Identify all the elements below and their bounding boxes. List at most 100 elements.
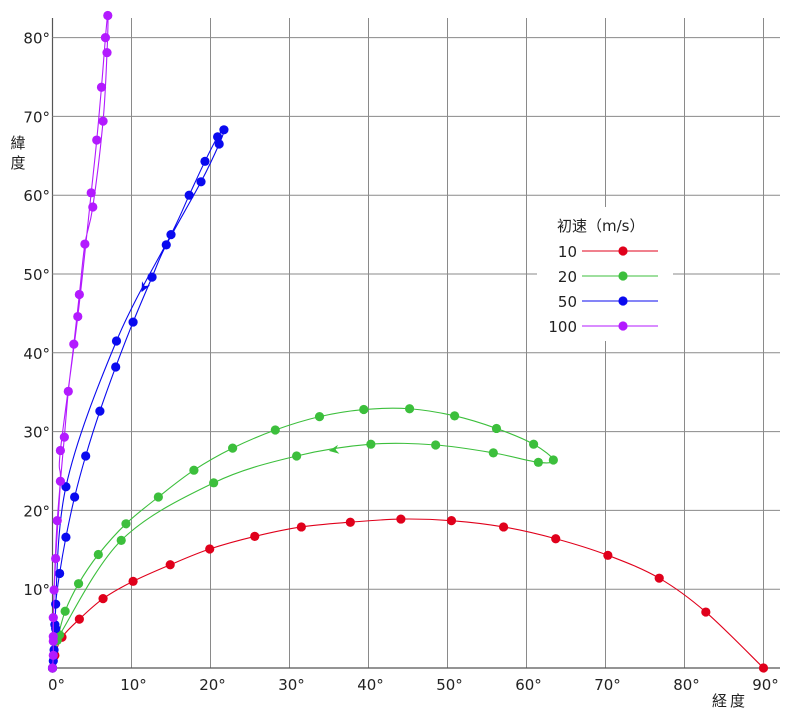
data-point xyxy=(55,445,65,456)
data-point xyxy=(366,439,376,449)
data-point xyxy=(102,47,112,58)
data-point xyxy=(292,451,302,461)
series-100 xyxy=(47,10,113,673)
data-point xyxy=(73,311,83,322)
data-point xyxy=(196,177,206,187)
data-point xyxy=(96,82,107,92)
data-point xyxy=(161,240,171,250)
data-point xyxy=(98,594,108,604)
data-point xyxy=(431,440,441,450)
data-point xyxy=(88,202,98,212)
data-point xyxy=(92,135,102,145)
legend-marker xyxy=(618,246,628,256)
series-layer xyxy=(47,10,769,673)
data-point xyxy=(147,272,157,282)
x-tick-label: 20° xyxy=(199,676,226,694)
legend-item-20: 20 xyxy=(558,268,658,286)
x-tick-label: 0° xyxy=(48,676,65,694)
data-point xyxy=(70,492,80,502)
data-point xyxy=(93,549,103,560)
data-point xyxy=(250,531,260,542)
y-tick-label: 30° xyxy=(23,424,50,442)
legend: 初速（m/s） 10 20 50 100 xyxy=(537,207,673,341)
data-point xyxy=(52,516,62,526)
series-line xyxy=(51,518,764,669)
legend-label: 20 xyxy=(558,268,577,286)
data-point xyxy=(345,517,355,527)
data-point xyxy=(86,188,96,198)
data-point xyxy=(359,404,369,415)
data-point xyxy=(314,412,325,422)
y-axis-label: 緯度 xyxy=(10,134,25,172)
direction-arrow-icon xyxy=(141,281,151,293)
grid xyxy=(51,18,780,669)
data-point xyxy=(200,156,210,166)
data-point xyxy=(396,514,406,524)
data-point xyxy=(548,455,558,465)
data-point xyxy=(55,476,65,486)
x-tick-label: 40° xyxy=(357,676,384,694)
data-point xyxy=(116,535,126,545)
legend-marker xyxy=(618,271,628,281)
y-tick-label: 10° xyxy=(23,581,50,599)
data-point xyxy=(63,386,73,397)
x-tick-label: 70° xyxy=(594,676,621,694)
y-tick-label: 60° xyxy=(23,187,50,205)
data-point xyxy=(103,10,113,21)
y-tick-label: 70° xyxy=(23,108,50,126)
data-point xyxy=(529,439,539,449)
data-point xyxy=(111,336,122,346)
data-point xyxy=(533,457,543,467)
data-point xyxy=(209,478,219,488)
data-point xyxy=(48,636,58,646)
series-20 xyxy=(47,404,558,673)
x-tick-labels: 0° 10° 20° 30° 40° 50° 60° 70° 80° 90° xyxy=(48,676,779,694)
x-tick-label: 80° xyxy=(673,676,700,694)
data-point xyxy=(488,448,498,458)
legend-item-10: 10 xyxy=(558,243,658,261)
data-point xyxy=(74,289,84,300)
data-point xyxy=(758,663,769,673)
data-point xyxy=(491,423,502,434)
legend-label: 100 xyxy=(548,318,577,336)
data-point xyxy=(184,190,194,200)
data-point xyxy=(446,516,457,526)
data-point xyxy=(270,425,280,435)
y-tick-label: 40° xyxy=(23,345,50,363)
data-point xyxy=(214,139,224,149)
data-point xyxy=(228,443,238,453)
data-point xyxy=(165,560,175,570)
data-point xyxy=(74,614,84,624)
data-point xyxy=(69,339,79,349)
x-tick-label: 60° xyxy=(515,676,542,694)
data-point xyxy=(81,451,91,461)
series-10 xyxy=(47,514,769,673)
data-point xyxy=(450,411,460,421)
y-axis-label-char-1: 緯 xyxy=(10,134,25,152)
data-point xyxy=(100,33,111,43)
data-point xyxy=(551,534,561,544)
direction-arrow-icon xyxy=(328,444,340,454)
data-point xyxy=(404,404,415,414)
data-point xyxy=(98,116,108,126)
data-point xyxy=(189,465,199,475)
data-point xyxy=(60,606,70,616)
data-point xyxy=(153,492,163,502)
x-tick-label: 50° xyxy=(436,676,463,694)
x-tick-label: 90° xyxy=(752,676,779,694)
data-point xyxy=(48,650,58,660)
data-point xyxy=(205,544,215,554)
data-point xyxy=(80,239,90,249)
legend-title: 初速（m/s） xyxy=(557,217,644,235)
data-point xyxy=(51,599,61,609)
y-tick-label: 50° xyxy=(23,266,50,284)
data-point xyxy=(59,432,69,442)
data-point xyxy=(48,612,58,623)
data-point xyxy=(166,230,176,240)
legend-marker xyxy=(618,321,628,331)
data-point xyxy=(95,406,105,416)
data-point xyxy=(61,532,71,542)
data-point xyxy=(121,519,131,529)
data-point xyxy=(111,362,121,372)
